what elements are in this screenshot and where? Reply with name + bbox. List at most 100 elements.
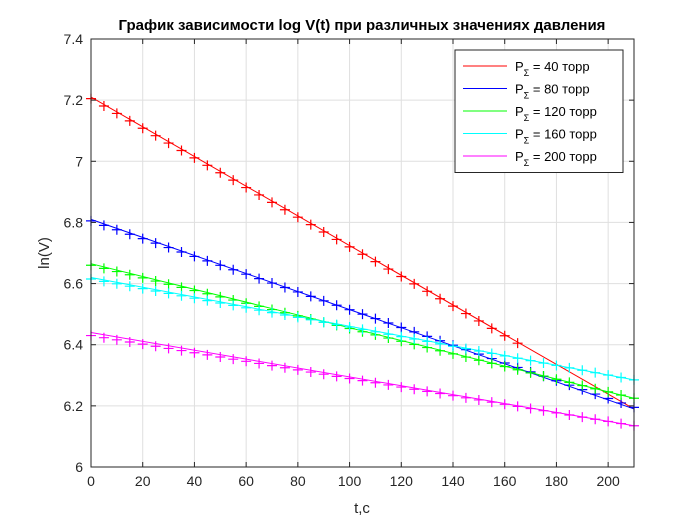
- data-point-marker: [254, 273, 265, 284]
- data-point-marker: [435, 338, 446, 349]
- data-point-marker: [176, 145, 187, 156]
- data-point-marker: [473, 346, 484, 357]
- data-point-marker: [435, 293, 446, 304]
- data-point-marker: [344, 304, 355, 315]
- legend-value: = 40 торр: [529, 59, 589, 74]
- data-point-marker: [137, 233, 148, 244]
- data-point-marker: [616, 372, 627, 383]
- x-tick-label: 120: [390, 473, 414, 489]
- data-point-marker: [189, 347, 200, 358]
- data-point-marker: [590, 367, 601, 378]
- data-point-marker: [538, 405, 549, 416]
- y-tick-label: 6.4: [64, 337, 84, 353]
- data-point-marker: [422, 336, 433, 347]
- data-point-marker: [331, 300, 342, 311]
- legend-value: = 80 торр: [529, 82, 589, 97]
- data-point-marker: [267, 197, 277, 208]
- data-point-marker: [590, 383, 601, 394]
- data-point-marker: [111, 278, 122, 289]
- data-point-marker: [137, 339, 148, 350]
- data-point-marker: [396, 331, 407, 342]
- marker-series: [86, 93, 523, 349]
- data-point-marker: [98, 263, 109, 274]
- legend-entry: PΣ = 160 торр: [515, 127, 597, 146]
- x-tick-label: 0: [87, 473, 95, 489]
- data-point-marker: [616, 390, 627, 401]
- data-point-marker: [305, 367, 316, 378]
- legend-entry: PΣ = 40 торр: [515, 59, 590, 78]
- data-point-marker: [603, 416, 614, 427]
- data-point-marker: [551, 360, 562, 371]
- x-tick-label: 100: [338, 473, 362, 489]
- chart-title: График зависимости log V(t) при различны…: [119, 17, 606, 34]
- data-point-marker: [344, 373, 355, 384]
- legend-name: P: [515, 82, 524, 97]
- data-point-marker: [486, 348, 497, 359]
- data-point-marker: [331, 371, 342, 382]
- data-point-marker: [137, 283, 148, 294]
- data-point-marker: [124, 269, 135, 280]
- data-point-marker: [202, 255, 213, 266]
- data-point-marker: [486, 323, 497, 334]
- marker-series: [86, 215, 639, 413]
- data-point-marker: [577, 412, 588, 423]
- data-point-marker: [409, 384, 420, 395]
- data-point-marker: [176, 282, 187, 293]
- data-point-marker: [150, 341, 161, 352]
- legend-subscript: Σ: [524, 91, 530, 101]
- data-point-marker: [396, 322, 407, 333]
- data-point-marker: [318, 227, 329, 238]
- x-tick-label: 60: [238, 473, 254, 489]
- legend-subscript: Σ: [524, 158, 530, 168]
- x-tick-label: 180: [545, 473, 569, 489]
- data-point-marker: [370, 313, 381, 324]
- data-point-marker: [202, 349, 213, 360]
- data-point-marker: [357, 309, 368, 320]
- y-tick-label: 7.2: [64, 92, 84, 108]
- data-point-marker: [383, 379, 394, 390]
- data-point-marker: [460, 392, 471, 403]
- data-point-marker: [241, 269, 252, 280]
- data-point-marker: [176, 290, 187, 301]
- data-point-marker: [292, 312, 303, 323]
- data-point-marker: [331, 234, 342, 245]
- data-point-marker: [460, 352, 471, 363]
- y-axis-label: ln(V): [36, 237, 53, 269]
- data-point-marker: [448, 301, 458, 312]
- data-point-marker: [202, 295, 213, 306]
- data-point-marker: [254, 189, 265, 200]
- data-point-marker: [512, 364, 523, 375]
- data-point-marker: [499, 361, 510, 372]
- data-point-marker: [279, 310, 290, 321]
- data-point-marker: [98, 276, 109, 287]
- legend-entry: PΣ = 120 торр: [515, 104, 597, 123]
- data-point-marker: [215, 352, 226, 363]
- data-point-marker: [150, 130, 161, 141]
- legend-name: P: [515, 127, 524, 142]
- data-point-marker: [383, 264, 394, 275]
- data-point-marker: [163, 242, 174, 253]
- data-point-marker: [267, 360, 277, 371]
- legend-value: = 200 торр: [529, 149, 597, 164]
- data-point-marker: [189, 152, 200, 163]
- data-point-marker: [279, 282, 290, 293]
- legend-value: = 120 торр: [529, 104, 597, 119]
- data-point-marker: [551, 374, 562, 385]
- data-point-marker: [305, 219, 316, 230]
- data-point-marker: [98, 332, 109, 343]
- data-point-marker: [150, 238, 161, 249]
- data-point-marker: [499, 350, 510, 361]
- data-point-marker: [538, 358, 549, 369]
- data-point-marker: [370, 256, 381, 267]
- data-point-marker: [551, 407, 562, 418]
- data-point-marker: [254, 305, 265, 316]
- data-point-marker: [603, 370, 614, 381]
- data-point-marker: [473, 355, 484, 366]
- y-tick-label: 6.6: [64, 276, 84, 292]
- data-point-marker: [124, 115, 135, 126]
- data-point-marker: [279, 204, 290, 215]
- data-point-marker: [163, 288, 174, 299]
- data-point-marker: [124, 229, 135, 240]
- data-point-marker: [137, 123, 148, 134]
